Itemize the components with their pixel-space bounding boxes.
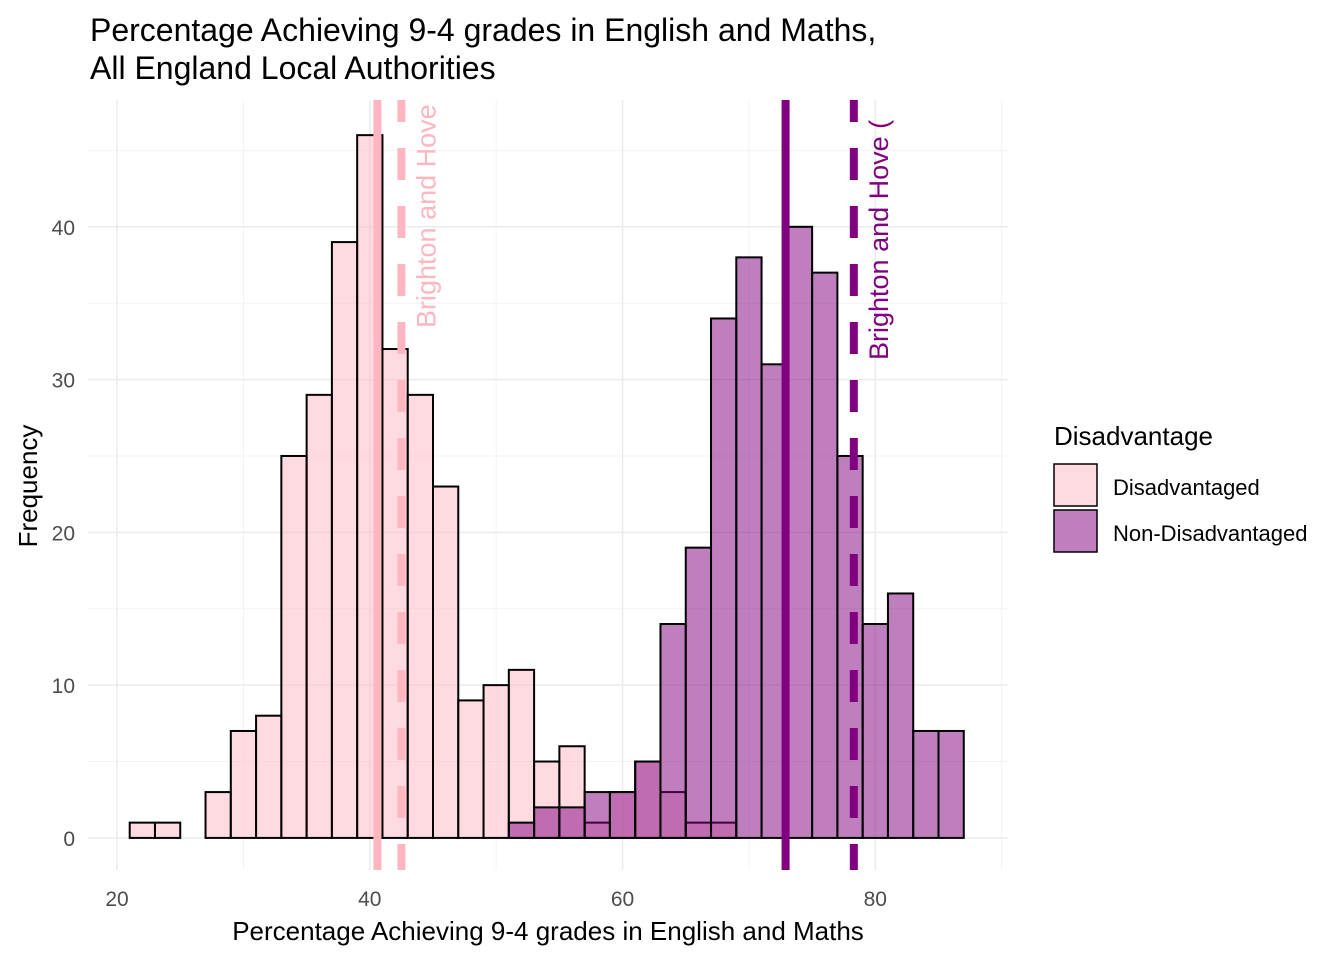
histogram-bar	[204, 791, 232, 839]
histogram-bar	[280, 454, 308, 839]
histogram-bar	[229, 729, 258, 839]
histogram-bar	[912, 729, 940, 839]
histogram-bar	[305, 393, 333, 839]
histogram-bar	[735, 256, 763, 839]
chart-title-line-2: All England Local Authorities	[90, 50, 496, 86]
histogram-bar	[785, 225, 814, 839]
histogram-bar	[608, 791, 637, 839]
legend: Disadvantage Disadvantaged Non-Disadvant…	[1053, 421, 1307, 553]
x-tick-label: 40	[358, 888, 381, 911]
histogram-bar	[886, 592, 915, 839]
histogram-bar	[937, 729, 965, 839]
histogram-bar	[406, 393, 435, 839]
histogram-bar	[482, 684, 510, 839]
y-tick-label: 30	[52, 370, 75, 393]
histogram-bar	[710, 317, 738, 839]
legend-key-disadvantaged	[1053, 463, 1098, 507]
x-tick-label: 80	[864, 888, 887, 911]
histogram-bar	[128, 821, 156, 839]
histogram-bar	[457, 699, 485, 839]
histogram-bar	[153, 821, 182, 839]
histogram-bar	[861, 623, 889, 839]
y-tick-label: 40	[52, 217, 75, 240]
legend-key-non-disadvantaged	[1053, 509, 1098, 553]
x-axis-label: Percentage Achieving 9-4 grades in Engli…	[232, 916, 864, 946]
legend-label-disadvantaged: Disadvantaged	[1113, 475, 1260, 500]
legend-title: Disadvantage	[1054, 421, 1213, 451]
y-axis-label: Frequency	[13, 425, 43, 548]
x-tick-label: 20	[105, 888, 128, 911]
bars	[128, 134, 965, 839]
histogram-bar	[583, 791, 611, 839]
y-axis-ticks: 0 10 20 30 40	[52, 217, 75, 851]
histogram-bar	[684, 546, 713, 839]
x-axis-ticks: 20 40 60 80	[105, 888, 887, 911]
reference-line-label: Brighton and Hove (	[411, 88, 441, 328]
y-tick-label: 0	[63, 828, 75, 851]
histogram-bar	[255, 714, 283, 839]
histogram-bar	[634, 760, 662, 839]
histogram-bar	[811, 271, 839, 839]
reference-line-label: Brighton and Hove (	[864, 120, 894, 360]
x-tick-label: 60	[611, 888, 634, 911]
series-non-disadvantaged	[507, 225, 965, 839]
histogram-bar	[507, 821, 536, 839]
histogram-bar	[381, 348, 409, 839]
histogram-bar	[507, 668, 536, 839]
reference-lines: Brighton and Hove ( Brighton and Hove (	[373, 88, 894, 870]
y-tick-label: 10	[52, 675, 75, 698]
y-tick-label: 20	[52, 522, 75, 545]
chart-title-line-1: Percentage Achieving 9-4 grades in Engli…	[90, 12, 876, 48]
histogram-bar	[330, 241, 359, 839]
histogram-bar	[432, 485, 460, 839]
histogram-bar	[558, 806, 586, 839]
histogram-bar	[659, 623, 687, 839]
histogram-bar	[533, 806, 561, 839]
legend-label-non-disadvantaged: Non-Disadvantaged	[1113, 521, 1307, 546]
